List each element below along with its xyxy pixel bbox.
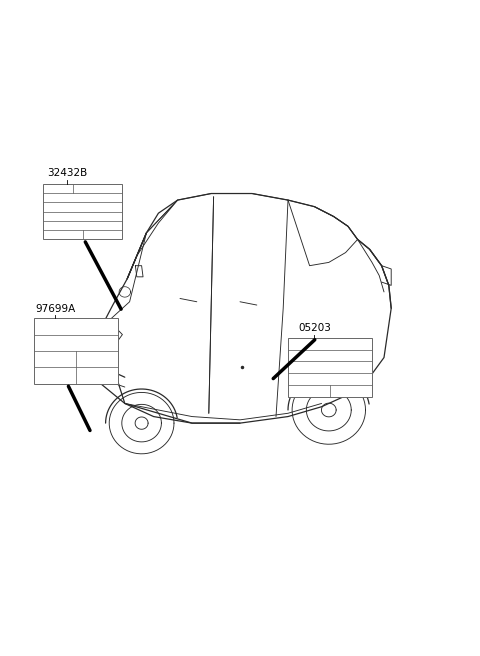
Text: 32432B: 32432B bbox=[47, 169, 87, 178]
Text: 97699A: 97699A bbox=[35, 304, 75, 314]
Text: 05203: 05203 bbox=[298, 323, 331, 333]
Bar bbox=[288, 338, 372, 397]
Bar bbox=[43, 184, 122, 239]
Bar bbox=[34, 318, 118, 384]
